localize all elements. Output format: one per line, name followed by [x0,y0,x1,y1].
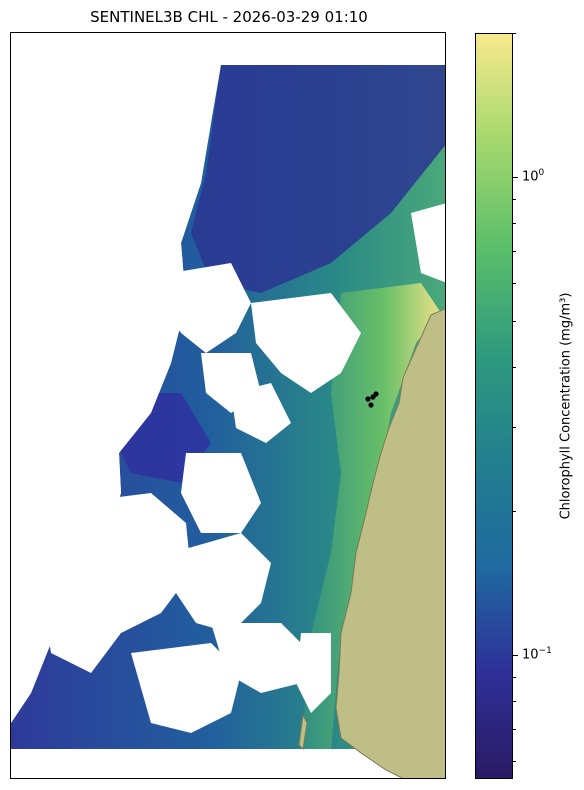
chlorophyll-map [10,32,446,779]
colorbar-major-tick [513,176,518,178]
colorbar-minor-tick [513,701,516,703]
small-island [298,713,308,751]
colorbar [475,33,513,779]
station-marker [368,402,374,408]
colorbar-minor-tick [513,33,516,34]
colorbar-minor-tick [513,367,516,369]
colorbar-minor-tick [513,320,516,322]
colorbar-minor-tick [513,282,516,284]
colorbar-tick-label: 100 [522,167,545,185]
land-mass [335,308,445,778]
colorbar-tick-label: 10−1 [522,645,552,663]
colorbar-minor-tick [513,198,516,200]
colorbar-label: Chlorophyll Concentration (mg/m³) [558,292,574,520]
colorbar-minor-tick [513,511,516,512]
map-title: SENTINEL3B CHL - 2026-03-29 01:10 [90,8,368,26]
colorbar-minor-tick [513,728,516,730]
station-marker [365,396,371,402]
colorbar-minor-tick [513,676,516,678]
station-marker [373,391,379,397]
station-markers [365,391,379,408]
colorbar-minor-tick [513,250,516,252]
colorbar-minor-tick [513,426,516,428]
map-svg [11,33,445,778]
coastal-high-chl-band [301,283,441,749]
colorbar-minor-tick [513,223,516,225]
colorbar-major-tick [513,654,518,656]
cloud-mask [11,33,445,778]
offshore-low-chl-region [191,65,445,293]
colorbar-minor-tick [513,760,516,762]
